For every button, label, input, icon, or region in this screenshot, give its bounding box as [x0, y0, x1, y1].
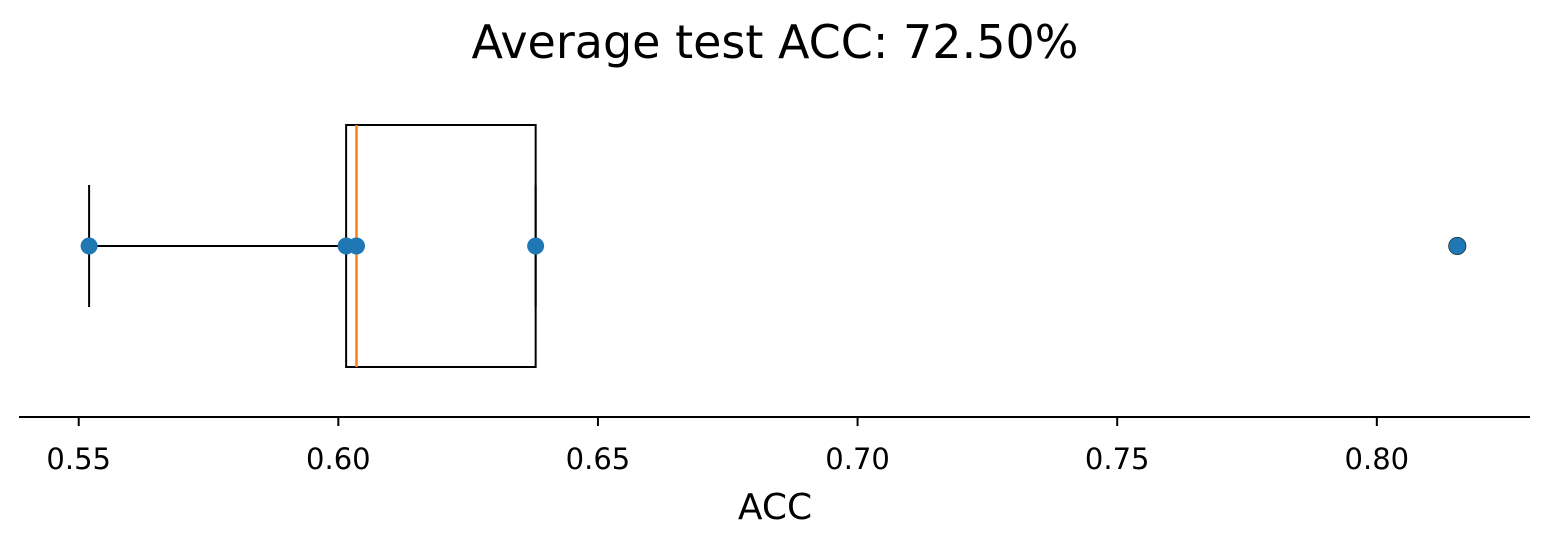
x-tick-label: 0.60 [306, 442, 371, 476]
x-tick-label: 0.65 [566, 442, 631, 476]
x-tick-label: 0.80 [1345, 442, 1410, 476]
data-point [80, 237, 98, 255]
x-tick-label: 0.55 [46, 442, 111, 476]
data-point [527, 237, 545, 255]
x-tick-label: 0.75 [1085, 442, 1150, 476]
box-iqr [345, 124, 537, 368]
data-point [348, 237, 366, 255]
x-axis-ticks: 0.55 0.60 0.65 0.70 0.75 0.80 [46, 417, 1409, 476]
plot-area [80, 124, 1467, 368]
data-point [1448, 237, 1466, 255]
chart-title: Average test ACC: 72.50% [472, 15, 1079, 69]
x-tick-label: 0.70 [825, 442, 890, 476]
x-axis-label: ACC [738, 487, 812, 528]
